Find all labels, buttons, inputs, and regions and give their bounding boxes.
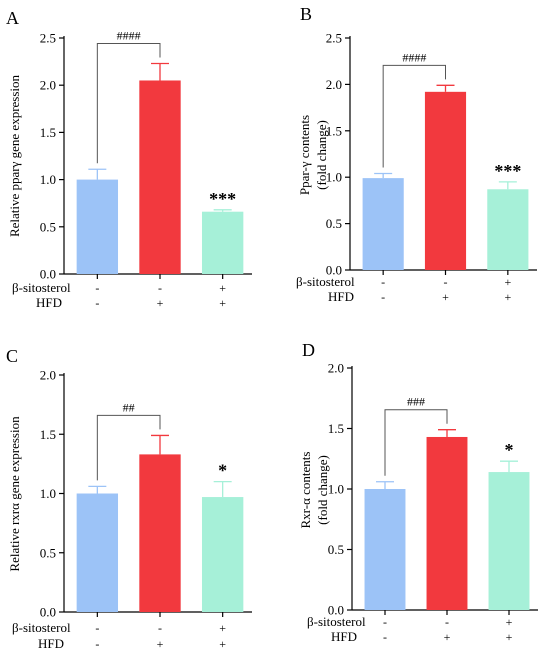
- y-tick-label: 1.5: [328, 421, 344, 436]
- y-axis-label-line2: (fold change): [314, 120, 329, 190]
- row-label-drug: β-sitosterol: [296, 274, 355, 289]
- drug-sign: -: [445, 615, 449, 629]
- y-tick-label: 2.0: [328, 361, 344, 376]
- diet-sign: +: [219, 637, 226, 651]
- row-label-drug: β-sitosterol: [12, 620, 71, 635]
- bar-control: [364, 489, 406, 610]
- y-axis-label: Relative rxrα gene expression: [7, 416, 22, 572]
- drug-sign: +: [219, 621, 226, 635]
- bar-control: [76, 493, 119, 612]
- drug-sign: -: [381, 275, 385, 289]
- bar-hfd: [424, 91, 467, 270]
- y-tick-label: 0.5: [326, 216, 342, 231]
- bar-hfd: [139, 454, 181, 612]
- y-axis-label: Relative pparγ gene expression: [7, 74, 22, 237]
- panel-letter: B: [300, 4, 312, 24]
- row-label-drug: β-sitosterol: [12, 280, 71, 295]
- significance-bracket: [384, 409, 448, 476]
- bracket-label: ###: [407, 395, 425, 409]
- y-tick-label: 1.0: [40, 486, 56, 501]
- diet-sign: -: [383, 630, 387, 644]
- panel-B: B Ppar-γ contents (fold change) 0.0 0.5 1.0 1.…: [296, 4, 537, 304]
- diet-sign: +: [442, 290, 449, 304]
- drug-sign: +: [504, 275, 511, 289]
- diet-sign: +: [157, 637, 164, 651]
- diet-sign: -: [381, 290, 385, 304]
- y-tick-label: 0.5: [40, 545, 56, 560]
- y-tick-label: 0.0: [40, 605, 56, 620]
- y-axis-label: Ppar-γ contents: [297, 115, 312, 195]
- drug-sign: -: [158, 281, 162, 295]
- bracket-label: ####: [117, 28, 141, 42]
- significance-star: ***: [209, 189, 236, 209]
- significance-star: ***: [494, 161, 521, 181]
- bar-hfd-sitosterol: [487, 189, 529, 270]
- y-tick-label: 2.5: [326, 31, 342, 46]
- bracket-label: ##: [123, 400, 135, 414]
- diet-sign: +: [157, 296, 164, 310]
- bar-hfd-sitosterol: [201, 211, 244, 274]
- significance-bracket: [96, 42, 161, 164]
- y-tick-label: 0.0: [40, 267, 56, 282]
- bar-hfd-sitosterol: [201, 497, 244, 612]
- y-tick-label: 0.5: [328, 542, 344, 557]
- significance-bracket: [96, 414, 161, 481]
- bar-hfd: [426, 436, 468, 610]
- significance-bracket: [382, 64, 446, 168]
- y-tick-label: 1.5: [40, 125, 56, 140]
- y-tick-label: 1.0: [326, 170, 342, 185]
- y-tick-label: 0.0: [326, 263, 342, 278]
- drug-sign: -: [444, 275, 448, 289]
- panel-D: D Rxr-α contents (fold change) 0.0 0.5 1.0 1.5…: [298, 340, 538, 644]
- drug-sign: -: [95, 621, 99, 635]
- panel-A: A Relative pparγ gene expression 0.0 0.5 1.0…: [6, 8, 252, 310]
- drug-sign: +: [219, 281, 226, 295]
- panel-C: C Relative rxrα gene expression 0.0 0.5 1.0 1…: [6, 346, 252, 651]
- diet-sign: +: [444, 630, 451, 644]
- y-tick-label: 1.5: [326, 123, 342, 138]
- y-tick-label: 1.0: [328, 482, 344, 497]
- drug-sign: -: [158, 621, 162, 635]
- y-tick-label: 2.5: [40, 31, 56, 46]
- row-label-drug: β-sitosterol: [307, 614, 366, 629]
- row-label-diet: HFD: [36, 295, 62, 310]
- bar-hfd: [139, 80, 181, 274]
- significance-star: *: [218, 461, 227, 481]
- y-tick-label: 2.0: [40, 78, 56, 93]
- diet-sign: +: [504, 290, 511, 304]
- y-tick-label: 0.5: [40, 219, 56, 234]
- y-tick-label: 1.0: [40, 172, 56, 187]
- panel-letter: D: [302, 340, 315, 360]
- diet-sign: +: [506, 630, 513, 644]
- y-tick-label: 1.5: [40, 427, 56, 442]
- panel-letter: A: [6, 8, 19, 28]
- y-axis-label-line2: (fold change): [315, 455, 330, 525]
- row-label-diet: HFD: [331, 629, 357, 644]
- bracket-label: ####: [402, 50, 426, 64]
- diet-sign: -: [95, 296, 99, 310]
- y-tick-label: 0.0: [328, 603, 344, 618]
- row-label-diet: HFD: [328, 289, 354, 304]
- diet-sign: -: [95, 637, 99, 651]
- row-label-diet: HFD: [38, 636, 64, 651]
- bar-control: [362, 178, 404, 270]
- y-tick-label: 2.0: [326, 77, 342, 92]
- panel-letter: C: [6, 346, 18, 366]
- diet-sign: +: [219, 296, 226, 310]
- drug-sign: -: [383, 615, 387, 629]
- bar-control: [76, 179, 119, 274]
- drug-sign: +: [506, 615, 513, 629]
- y-tick-label: 2.0: [40, 368, 56, 383]
- y-axis-label: Rxr-α contents: [298, 452, 313, 529]
- significance-star: *: [505, 440, 514, 460]
- drug-sign: -: [95, 281, 99, 295]
- bar-hfd-sitosterol: [488, 472, 530, 610]
